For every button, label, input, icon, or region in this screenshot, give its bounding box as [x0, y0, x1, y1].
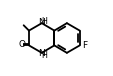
Text: O: O — [18, 40, 25, 49]
Text: H: H — [40, 17, 46, 26]
Text: H: H — [40, 51, 46, 60]
Text: F: F — [82, 41, 87, 50]
Text: N: N — [38, 18, 45, 27]
Text: N: N — [38, 49, 45, 58]
